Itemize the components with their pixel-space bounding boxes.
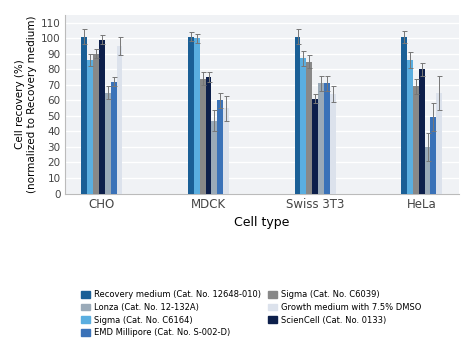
Bar (218, 100, 223, 194)
Bar (324, 83, 330, 194)
Bar (87, 60, 93, 194)
Bar (188, 37, 194, 194)
Bar (223, 108, 229, 194)
Bar (407, 60, 413, 194)
Bar (117, 46, 122, 194)
Bar (200, 79, 206, 194)
Bar (401, 37, 407, 194)
Bar (82, 37, 87, 194)
Bar (206, 77, 211, 194)
Bar (105, 93, 111, 194)
Bar (211, 120, 218, 194)
Bar (425, 147, 430, 194)
Bar (194, 38, 200, 194)
Bar (330, 94, 336, 194)
X-axis label: Cell type: Cell type (234, 216, 290, 229)
Bar (295, 37, 301, 194)
Bar (99, 40, 105, 194)
Bar (430, 117, 437, 194)
Bar (419, 69, 425, 194)
Bar (301, 58, 306, 194)
Bar (318, 83, 324, 194)
Bar (437, 93, 442, 194)
Bar (306, 62, 312, 194)
Legend: Recovery medium (Cat. No. 12648-010), Lonza (Cat. No. 12-132A), Sigma (Cat. No. : Recovery medium (Cat. No. 12648-010), Lo… (78, 288, 424, 340)
Bar (413, 86, 419, 194)
Bar (93, 54, 99, 194)
Bar (312, 99, 318, 194)
Y-axis label: Cell recovery (%)
(normalized to Recovery medium): Cell recovery (%) (normalized to Recover… (15, 15, 36, 193)
Bar (111, 82, 117, 194)
